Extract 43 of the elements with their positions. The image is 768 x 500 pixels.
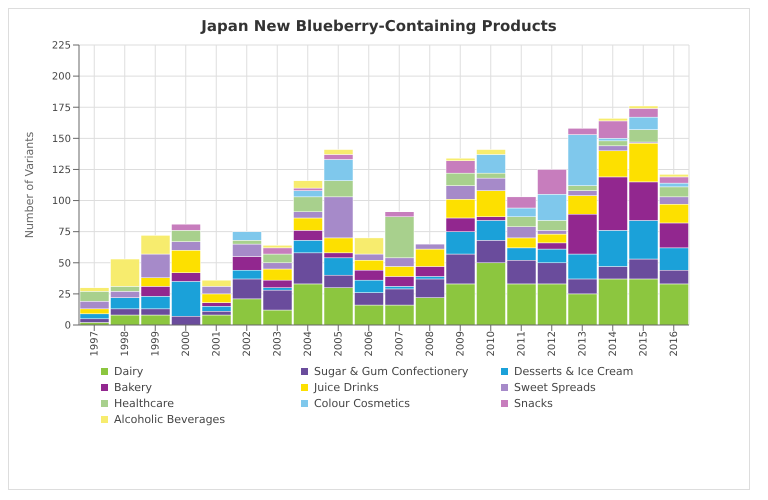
- x-tick-label: 1999: [150, 331, 162, 356]
- legend-label: Juice Drinks: [314, 381, 379, 394]
- legend-label: Healthcare: [114, 397, 174, 410]
- x-tick-label: 2012: [546, 331, 558, 356]
- y-tick-label: 125: [52, 164, 71, 176]
- x-tick-label: 2016: [668, 331, 680, 356]
- x-tick-label: 2002: [242, 331, 253, 356]
- x-tick-label: 2009: [455, 331, 466, 356]
- x-tick-label: 2005: [333, 331, 344, 356]
- y-tick-label: 225: [52, 40, 71, 52]
- legend-label: Desserts & Ice Cream: [514, 365, 634, 378]
- legend-label: Alcoholic Beverages: [114, 413, 226, 426]
- x-tick-label: 2010: [486, 331, 497, 356]
- y-tick-label: 75: [58, 227, 71, 238]
- y-tick-label: 175: [52, 102, 71, 114]
- legend-label: Bakery: [114, 381, 152, 394]
- y-tick-label: 200: [52, 72, 71, 83]
- legend-label: Snacks: [514, 397, 553, 410]
- x-tick-label: 2000: [180, 331, 192, 356]
- legend-label: Sugar & Gum Confectionery: [314, 365, 468, 378]
- x-tick-label: 2004: [302, 331, 314, 356]
- y-tick-label: 25: [58, 289, 71, 300]
- x-tick-label: 2014: [608, 331, 619, 356]
- y-tick-label: 0: [64, 320, 71, 332]
- x-tick-label: 1997: [89, 331, 100, 356]
- legend-label: Colour Cosmetics: [314, 397, 410, 410]
- x-tick-label: 2001: [211, 331, 222, 356]
- legend-label: Sweet Spreads: [514, 381, 596, 394]
- x-tick-label: 1998: [120, 331, 131, 356]
- bar: [232, 231, 262, 241]
- y-tick-label: 100: [52, 196, 71, 208]
- y-tick-label: 50: [58, 258, 71, 270]
- legend-label: Dairy: [114, 365, 144, 378]
- x-tick-label: 2007: [394, 331, 406, 356]
- x-tick-label: 2008: [424, 331, 436, 356]
- y-axis-title: Number of Variants: [22, 131, 36, 238]
- x-tick-label: 2015: [638, 331, 650, 356]
- x-tick-label: 2013: [577, 331, 588, 356]
- x-tick-label: 2006: [364, 331, 375, 356]
- chart-title: Japan New Blueberry-Containing Products: [199, 16, 558, 35]
- y-tick-label: 150: [52, 134, 71, 145]
- x-tick-label: 2003: [272, 331, 284, 356]
- x-tick-label: 2011: [516, 331, 528, 356]
